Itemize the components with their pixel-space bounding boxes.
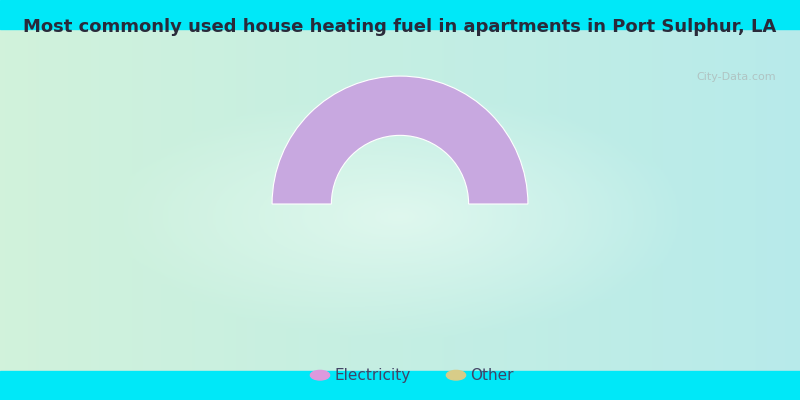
- Text: Other: Other: [470, 368, 514, 383]
- Circle shape: [446, 370, 466, 380]
- Bar: [0, 0, 800, 29]
- Wedge shape: [272, 76, 528, 204]
- Text: City-Data.com: City-Data.com: [696, 72, 776, 82]
- Bar: [0, 371, 800, 400]
- Circle shape: [310, 370, 330, 380]
- Text: Most commonly used house heating fuel in apartments in Port Sulphur, LA: Most commonly used house heating fuel in…: [23, 18, 777, 36]
- Text: Electricity: Electricity: [334, 368, 410, 383]
